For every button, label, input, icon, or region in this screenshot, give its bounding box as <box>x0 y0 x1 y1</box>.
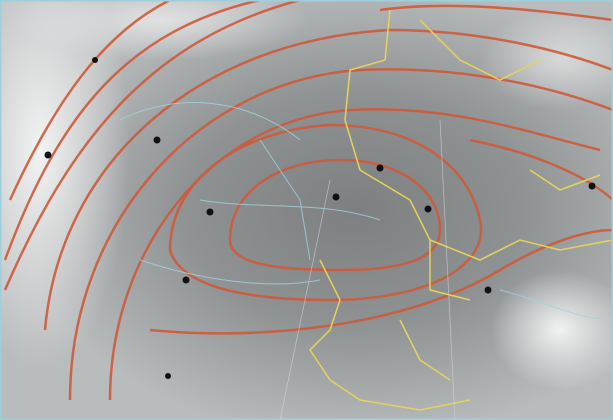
contour <box>199 199 381 221</box>
station <box>153 136 161 144</box>
border <box>429 239 613 261</box>
isobar <box>3 0 301 291</box>
isobar <box>228 158 442 272</box>
fronts <box>119 102 613 321</box>
isobar <box>469 138 613 201</box>
station <box>92 57 98 63</box>
isobar <box>68 68 613 401</box>
border <box>419 19 541 81</box>
border <box>529 169 601 191</box>
station <box>376 164 384 172</box>
station <box>484 286 492 294</box>
contour <box>499 289 613 321</box>
station <box>44 151 52 159</box>
isobar <box>379 4 613 22</box>
meridian <box>439 119 456 420</box>
cloud <box>480 10 613 110</box>
isobar <box>108 108 601 401</box>
station <box>206 208 214 216</box>
isobar <box>43 28 613 331</box>
contour <box>139 259 321 285</box>
isobar <box>149 228 613 335</box>
borders <box>309 9 613 411</box>
station <box>165 373 171 379</box>
graticule <box>279 119 456 420</box>
isobar <box>3 0 261 261</box>
station <box>182 276 190 284</box>
isobar <box>8 0 171 201</box>
stations <box>44 57 596 379</box>
contour <box>259 139 311 261</box>
border <box>344 9 471 301</box>
meridian <box>279 179 331 420</box>
border <box>309 259 471 411</box>
isobars <box>3 0 613 401</box>
station <box>424 205 432 213</box>
cloud <box>10 0 310 60</box>
cloud <box>490 270 613 390</box>
isobar <box>168 123 483 302</box>
contour <box>119 102 301 141</box>
station <box>332 193 340 201</box>
station <box>588 182 596 190</box>
border <box>399 319 451 381</box>
